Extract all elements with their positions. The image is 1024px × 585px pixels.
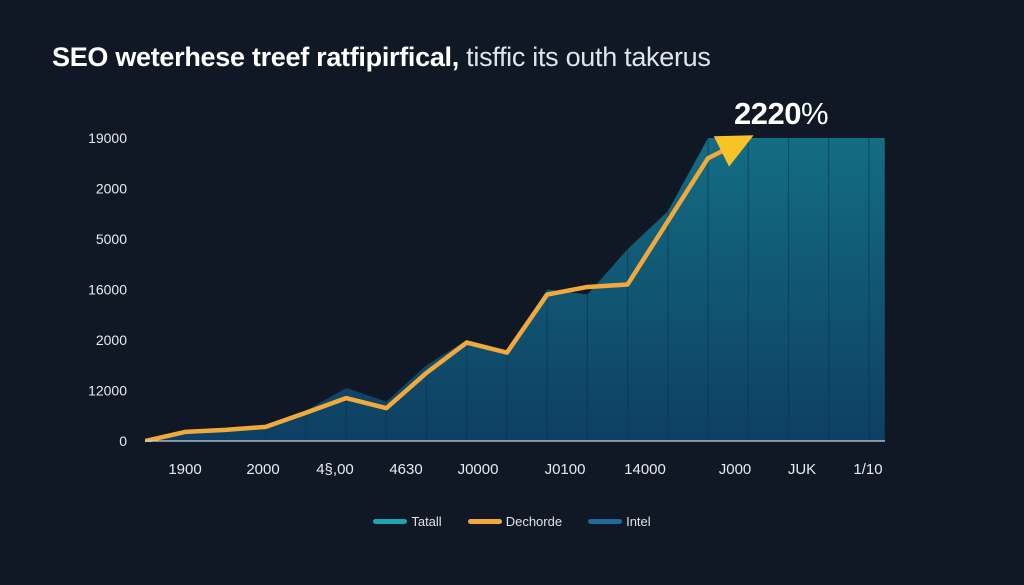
legend-label-decline: Dechorde [505, 514, 563, 529]
x-tick-label: 1900 [168, 461, 201, 478]
growth-callout-unit: % [800, 96, 829, 131]
x-tick-label: J0000 [458, 461, 499, 478]
trend-overlay [713, 135, 754, 167]
x-tick-label: JUK [788, 461, 816, 478]
legend: Tatall Dechorde Intel [0, 514, 1024, 529]
y-tick-label: 2000 [96, 332, 127, 348]
legend-swatch-total [373, 519, 408, 524]
legend-swatch-intel [588, 519, 623, 524]
trend-arrowhead [713, 135, 754, 167]
legend-label-total: Tatall [411, 514, 442, 529]
y-tick-label: 19000 [88, 130, 127, 146]
y-tick-label: 2000 [96, 181, 127, 197]
y-tick-label: 12000 [88, 383, 127, 399]
x-tick-label: J000 [719, 461, 752, 478]
chart-title-light: tisffic its outh takerus [458, 42, 711, 72]
legend-item-total: Tatall [373, 514, 442, 529]
plot-area [145, 135, 885, 442]
y-tick-label: 16000 [88, 282, 127, 298]
legend-label-intel: Intel [626, 514, 651, 529]
x-tick-label: 4630 [389, 461, 422, 478]
y-axis-ticks: 0 12000 2000 16000 5000 2000 19000 [88, 130, 127, 449]
y-tick-label: 0 [119, 433, 127, 449]
x-tick-label: 4§,00 [316, 461, 354, 478]
area-series-total [145, 138, 885, 441]
chart-title-bold: SEO weterhese treef ratfipirfical, [52, 42, 459, 72]
y-tick-label: 5000 [96, 231, 127, 247]
growth-callout-value: 2220 [734, 96, 801, 131]
legend-item-decline: Dechorde [467, 514, 563, 529]
chart-title: SEO weterhese treef ratfipirfical, tisff… [52, 42, 711, 73]
x-tick-label: 14000 [624, 461, 666, 478]
legend-swatch-decline [467, 519, 502, 524]
x-axis-ticks: 1900 2000 4§,00 4630 J0000 J0100 14000 J000 JUK 1… [168, 461, 882, 478]
line-series-decline [145, 135, 751, 442]
x-tick-label: 2000 [246, 461, 279, 478]
x-tick-label: 1/10 [853, 461, 882, 478]
legend-item-intel: Intel [588, 514, 651, 529]
growth-callout: 2220% [734, 96, 829, 132]
x-tick-label: J0100 [545, 461, 586, 478]
